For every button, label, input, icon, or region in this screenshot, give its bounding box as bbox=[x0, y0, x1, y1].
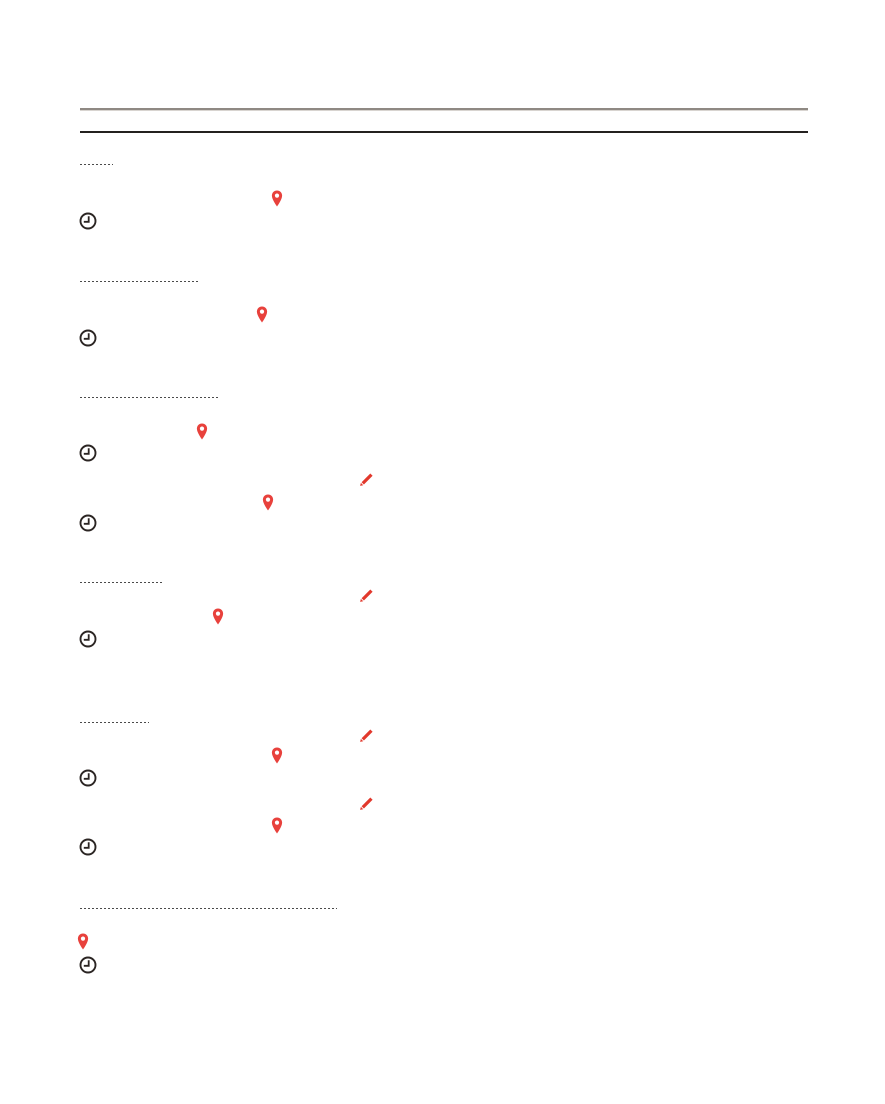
map-pin-glyph bbox=[271, 817, 283, 834]
pencil-glyph bbox=[360, 589, 373, 602]
date-underline[interactable] bbox=[80, 908, 337, 909]
edit-pencil-icon[interactable] bbox=[359, 471, 375, 487]
map-pin-glyph bbox=[271, 747, 283, 764]
clock-face bbox=[79, 769, 97, 787]
clock-icon bbox=[79, 956, 97, 974]
map-pin-icon[interactable] bbox=[271, 747, 283, 764]
pencil-body bbox=[361, 729, 373, 741]
clock-face bbox=[79, 838, 97, 856]
map-pin-icon[interactable] bbox=[256, 306, 268, 323]
clock-hands bbox=[83, 333, 90, 340]
clock-hands bbox=[83, 960, 90, 967]
pencil-tip bbox=[360, 738, 364, 742]
map-pin-glyph bbox=[196, 423, 208, 440]
map-pin-icon[interactable] bbox=[212, 608, 224, 625]
pencil-tip bbox=[360, 806, 364, 810]
pin-hole bbox=[215, 611, 221, 616]
clock-glyph bbox=[79, 329, 97, 347]
pencil-body bbox=[361, 797, 373, 809]
clock-icon bbox=[79, 444, 97, 462]
header-rule-bottom bbox=[80, 131, 808, 133]
clock-glyph bbox=[79, 838, 97, 856]
pencil-tip bbox=[360, 598, 364, 602]
clock-icon bbox=[79, 769, 97, 787]
date-underline[interactable] bbox=[80, 722, 149, 723]
clock-hands bbox=[83, 518, 90, 525]
date-underline[interactable] bbox=[80, 164, 113, 165]
header-rule-top bbox=[80, 108, 808, 111]
pin-hole bbox=[259, 309, 265, 314]
clock-glyph bbox=[79, 769, 97, 787]
clock-glyph bbox=[79, 444, 97, 462]
pin-shape bbox=[262, 494, 274, 511]
pin-hole bbox=[265, 497, 271, 502]
edit-pencil-icon[interactable] bbox=[359, 795, 375, 811]
pencil-body bbox=[361, 473, 373, 485]
pin-shape bbox=[271, 817, 283, 834]
clock-face bbox=[79, 514, 97, 532]
pencil-glyph bbox=[360, 473, 373, 486]
date-underline[interactable] bbox=[80, 281, 200, 282]
clock-icon bbox=[79, 630, 97, 648]
pin-hole bbox=[199, 426, 205, 431]
clock-glyph bbox=[79, 630, 97, 648]
pin-shape bbox=[256, 306, 268, 323]
map-pin-icon[interactable] bbox=[196, 423, 208, 440]
date-underline[interactable] bbox=[80, 397, 220, 398]
map-pin-glyph bbox=[262, 494, 274, 511]
map-pin-glyph bbox=[271, 190, 283, 207]
pin-shape bbox=[77, 933, 89, 950]
clock-face bbox=[79, 212, 97, 230]
clock-icon bbox=[79, 329, 97, 347]
map-pin-icon[interactable] bbox=[262, 494, 274, 511]
clock-icon bbox=[79, 838, 97, 856]
clock-hands bbox=[83, 216, 90, 223]
pencil-glyph bbox=[360, 797, 373, 810]
clock-icon bbox=[79, 514, 97, 532]
edit-pencil-icon[interactable] bbox=[359, 727, 375, 743]
map-pin-glyph bbox=[212, 608, 224, 625]
clock-hands bbox=[83, 634, 90, 641]
pin-hole bbox=[274, 750, 280, 755]
map-pin-icon[interactable] bbox=[271, 817, 283, 834]
map-pin-icon[interactable] bbox=[271, 190, 283, 207]
pin-hole bbox=[274, 193, 280, 198]
clock-icon bbox=[79, 212, 97, 230]
clock-hands bbox=[83, 773, 90, 780]
clock-glyph bbox=[79, 514, 97, 532]
clock-face bbox=[79, 444, 97, 462]
map-pin-glyph bbox=[256, 306, 268, 323]
clock-face bbox=[79, 329, 97, 347]
pin-hole bbox=[274, 820, 280, 825]
clock-glyph bbox=[79, 956, 97, 974]
map-pin-icon[interactable] bbox=[77, 933, 89, 950]
clock-hands bbox=[83, 842, 90, 849]
pin-hole bbox=[80, 936, 86, 941]
pin-shape bbox=[212, 608, 224, 625]
clock-glyph bbox=[79, 212, 97, 230]
clock-face bbox=[79, 956, 97, 974]
date-underline[interactable] bbox=[80, 582, 163, 583]
pin-shape bbox=[271, 747, 283, 764]
pin-shape bbox=[196, 423, 208, 440]
pencil-tip bbox=[360, 482, 364, 486]
map-pin-glyph bbox=[77, 933, 89, 950]
pencil-glyph bbox=[360, 729, 373, 742]
edit-pencil-icon[interactable] bbox=[359, 587, 375, 603]
clock-hands bbox=[83, 448, 90, 455]
pencil-body bbox=[361, 589, 373, 601]
pin-shape bbox=[271, 190, 283, 207]
clock-face bbox=[79, 630, 97, 648]
